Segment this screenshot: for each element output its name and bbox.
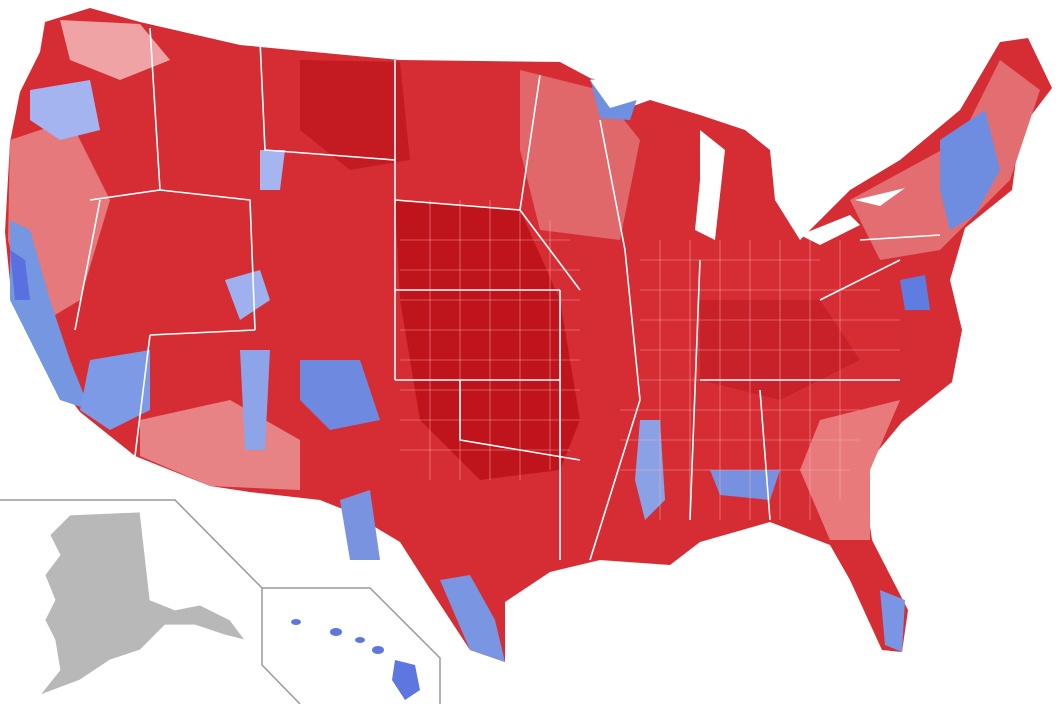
region-blue [900,275,930,310]
inset-border [262,587,441,704]
lake [855,188,905,206]
region-blue [225,270,270,320]
region-dark [300,60,410,170]
lake [800,215,860,245]
lake [590,70,700,108]
lake [695,130,725,240]
region-blue [10,220,90,410]
region-light [60,20,170,80]
region-blue [880,590,905,652]
region-blue [260,150,285,190]
region-blue [30,80,100,140]
region-blue [710,470,780,500]
lake [780,150,840,190]
region-blue [240,350,270,450]
region-blue [440,575,505,662]
state-borders [74,27,941,561]
region-blue [300,360,380,430]
region-blue [340,490,380,560]
alaska [38,511,246,696]
region-blue [10,250,30,300]
region-blue [80,350,150,430]
hawaii [291,619,420,700]
region-blue [940,110,1000,230]
